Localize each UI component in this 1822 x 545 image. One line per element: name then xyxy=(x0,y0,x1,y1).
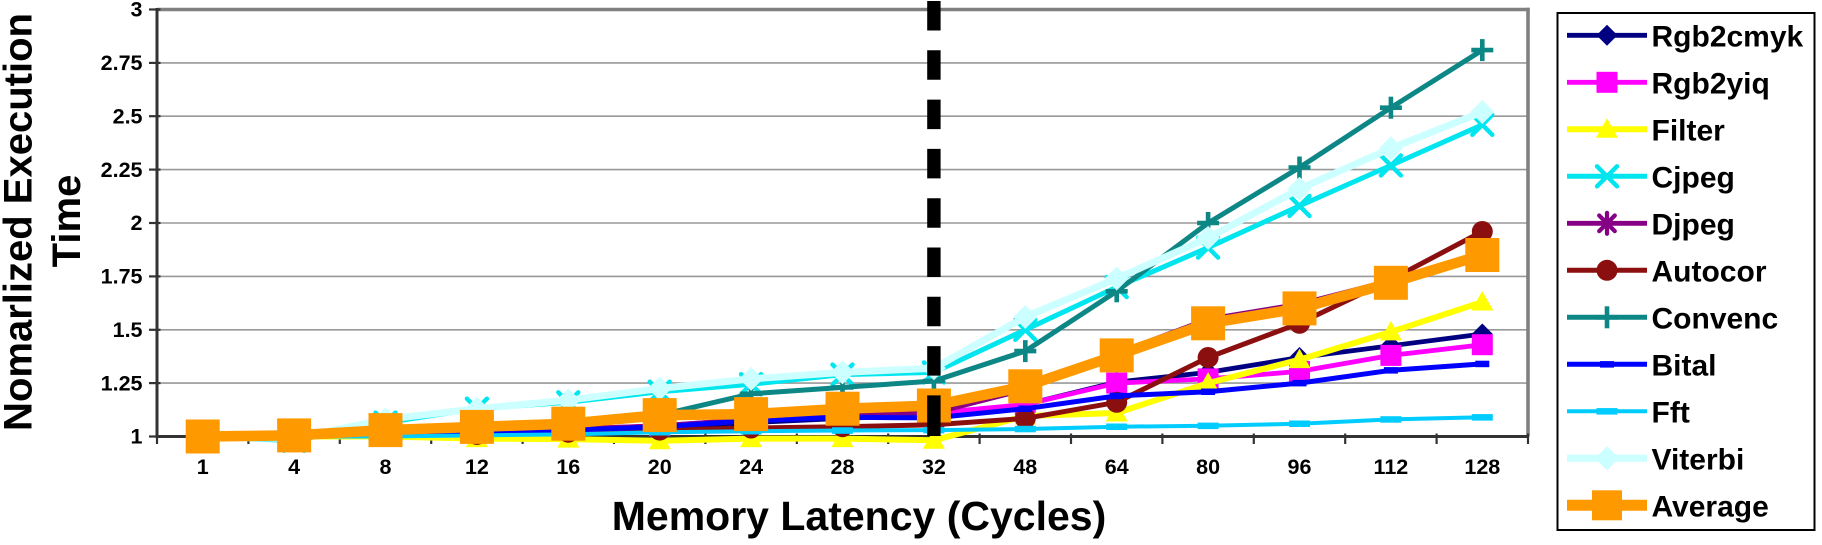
svg-text:Fft: Fft xyxy=(1652,396,1690,429)
svg-text:1: 1 xyxy=(197,455,209,479)
svg-text:96: 96 xyxy=(1288,455,1312,479)
svg-text:1.75: 1.75 xyxy=(101,265,143,289)
svg-text:Viterbi: Viterbi xyxy=(1652,443,1745,476)
svg-text:2.5: 2.5 xyxy=(113,105,143,129)
svg-text:Cjpeg: Cjpeg xyxy=(1652,161,1735,194)
svg-text:Time: Time xyxy=(45,175,89,268)
svg-text:112: 112 xyxy=(1374,455,1409,479)
svg-text:16: 16 xyxy=(556,455,580,479)
svg-text:Memory Latency (Cycles): Memory Latency (Cycles) xyxy=(612,493,1106,539)
svg-text:8: 8 xyxy=(380,455,392,479)
svg-text:24: 24 xyxy=(739,455,763,479)
svg-text:2.25: 2.25 xyxy=(101,158,143,182)
svg-text:128: 128 xyxy=(1464,455,1500,479)
svg-text:Convenc: Convenc xyxy=(1652,302,1779,335)
svg-text:48: 48 xyxy=(1013,455,1037,479)
svg-text:28: 28 xyxy=(831,455,855,479)
svg-text:4: 4 xyxy=(288,455,300,479)
svg-text:12: 12 xyxy=(465,455,489,479)
svg-text:1: 1 xyxy=(131,425,143,449)
svg-text:Filter: Filter xyxy=(1652,114,1726,147)
svg-text:1.25: 1.25 xyxy=(101,371,143,395)
svg-text:64: 64 xyxy=(1105,455,1129,479)
svg-text:20: 20 xyxy=(648,455,672,479)
svg-text:Bital: Bital xyxy=(1652,349,1717,382)
svg-text:1.5: 1.5 xyxy=(113,318,143,342)
svg-text:32: 32 xyxy=(922,455,946,479)
svg-text:Nomarlized Execution: Nomarlized Execution xyxy=(0,13,41,431)
svg-text:Average: Average xyxy=(1652,490,1769,523)
svg-text:3: 3 xyxy=(131,0,143,22)
svg-text:2.75: 2.75 xyxy=(101,51,143,75)
svg-text:Rgb2yiq: Rgb2yiq xyxy=(1652,67,1770,100)
svg-text:Djpeg: Djpeg xyxy=(1652,208,1735,241)
svg-text:80: 80 xyxy=(1196,455,1220,479)
svg-text:Autocor: Autocor xyxy=(1652,255,1767,288)
svg-text:2: 2 xyxy=(131,211,143,235)
svg-text:Rgb2cmyk: Rgb2cmyk xyxy=(1652,20,1804,53)
